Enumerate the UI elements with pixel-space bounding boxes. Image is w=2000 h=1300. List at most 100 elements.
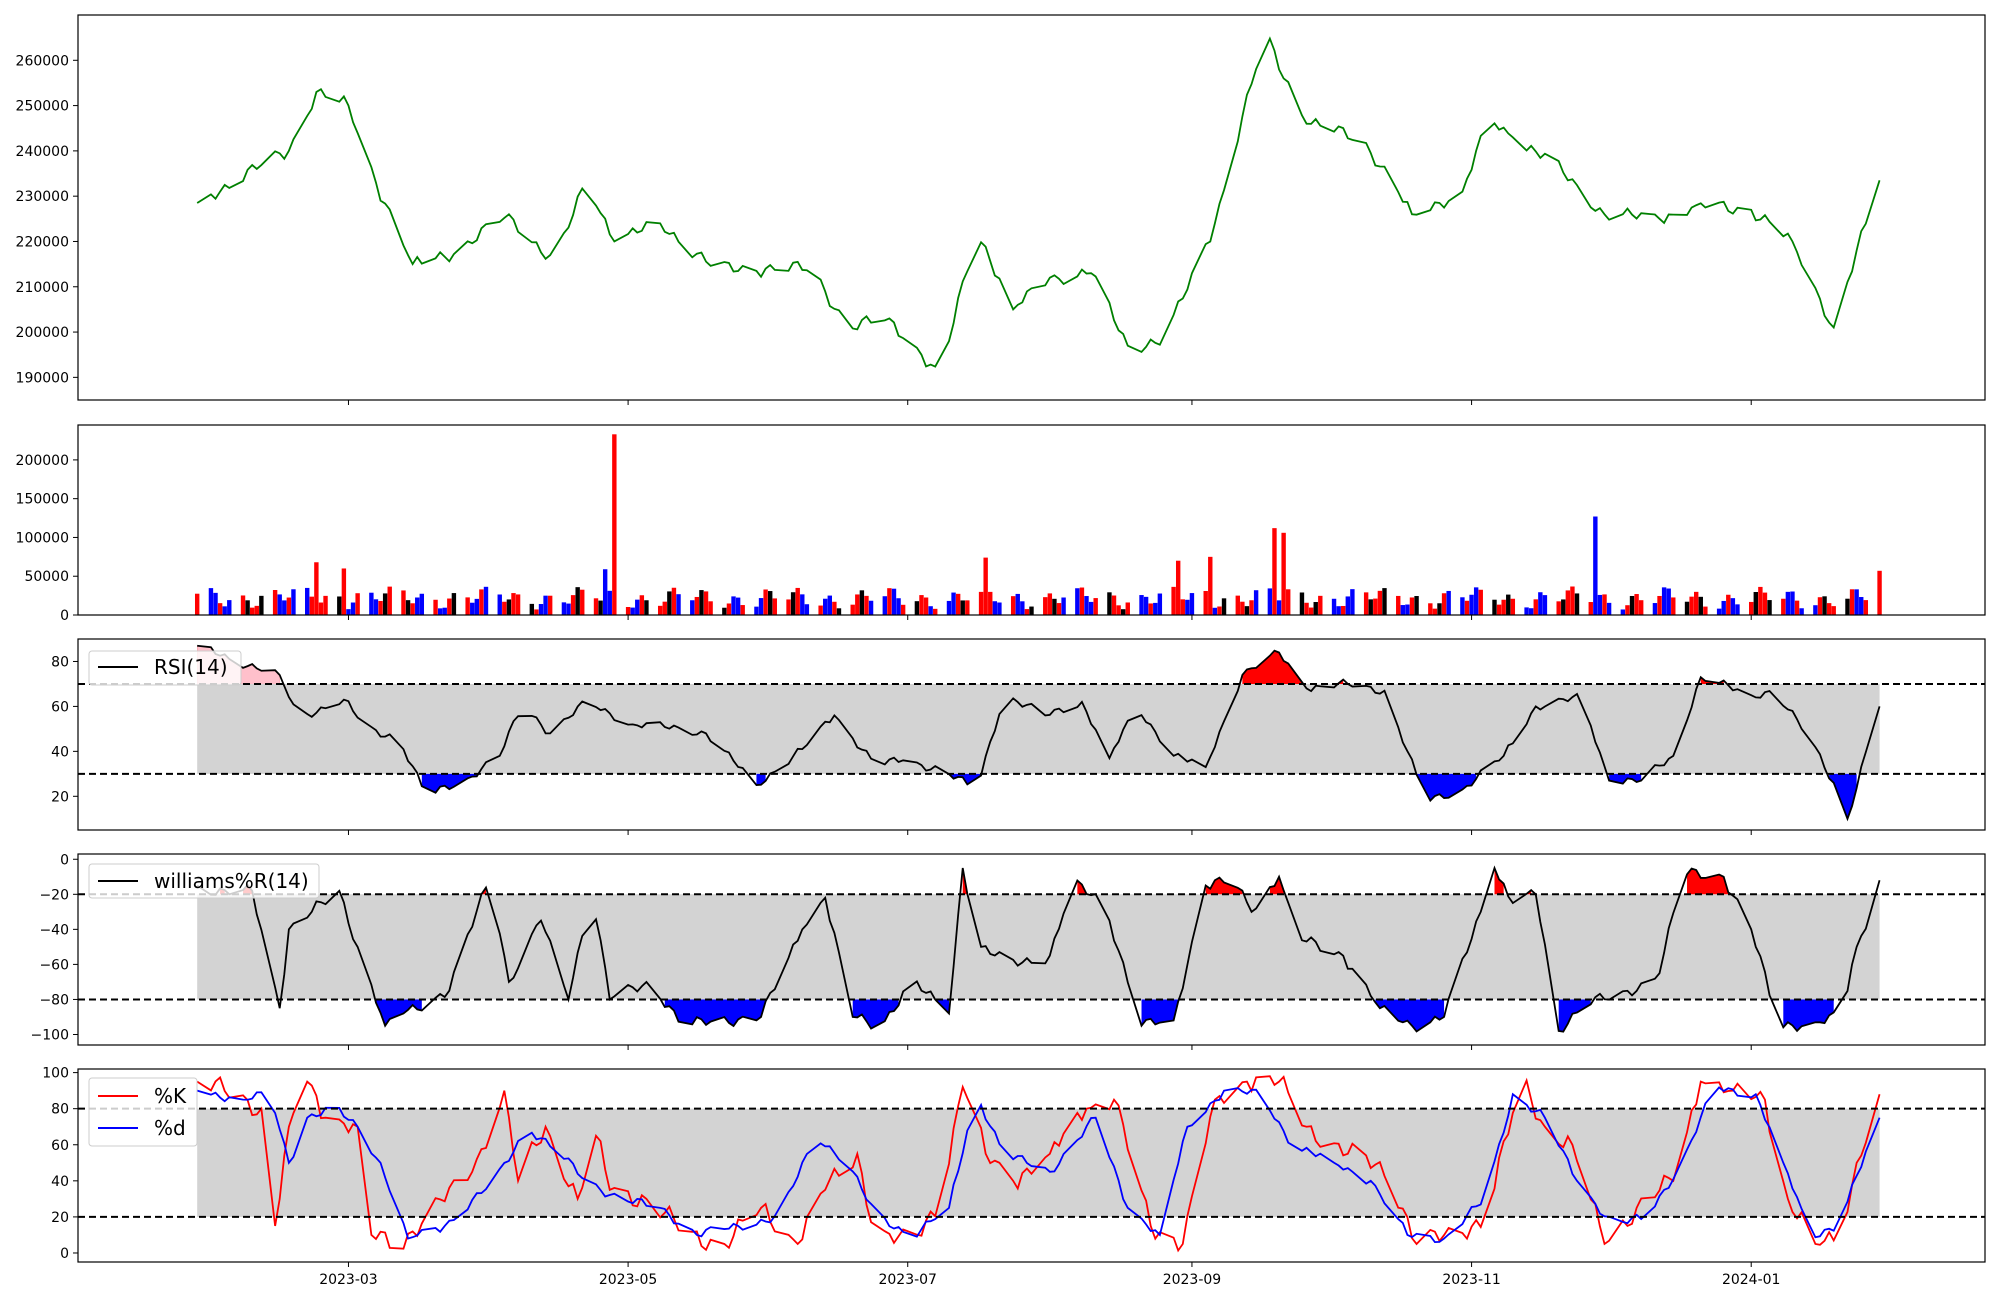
rsi-legend: RSI(14) [88, 650, 242, 686]
volume-bar [1331, 598, 1337, 615]
volume-bar [341, 568, 347, 615]
volume-bar [1313, 602, 1318, 615]
volume-bar [887, 588, 892, 615]
volume-bar [790, 592, 796, 615]
volume-bar [1877, 570, 1882, 615]
volume-bar [254, 605, 259, 615]
volume-bar [1153, 602, 1158, 615]
volume-bar [859, 590, 865, 615]
volume-bar [763, 589, 768, 615]
volume-bar [1689, 596, 1694, 615]
volume-bar [1139, 595, 1144, 615]
volume-bar [1075, 588, 1080, 615]
volume-bar [1437, 603, 1442, 615]
stochastic-xtick-label: 2023-05 [599, 1272, 658, 1288]
rsi-overbought-fill [1700, 677, 1724, 684]
volume-bar [823, 598, 828, 615]
volume-bar [951, 592, 956, 615]
williams-legend-box [88, 863, 320, 899]
volume-bar [1588, 602, 1593, 615]
volume-bar [1762, 592, 1768, 615]
volume-bar [483, 586, 489, 615]
volume-bar [593, 598, 599, 615]
williams-oversold-fill [375, 999, 422, 1026]
volume-bar [419, 593, 425, 615]
volume-bar [928, 606, 933, 615]
volume-bar [1785, 591, 1791, 615]
volume-bar [1286, 589, 1291, 615]
volume-bar [479, 589, 484, 615]
volume-bar [1267, 588, 1273, 615]
volume-bar [983, 557, 988, 615]
volume-bar [1859, 597, 1864, 615]
volume-bar [1735, 604, 1740, 615]
volume-bar [1606, 602, 1612, 615]
volume-bar [1029, 606, 1034, 615]
volume-bar [1501, 599, 1506, 615]
volume-bar [1043, 597, 1048, 615]
volume-bar [933, 608, 938, 615]
volume-bar [607, 590, 612, 615]
volume-bar [1208, 556, 1213, 615]
rsi-ytick-label: 40 [51, 744, 69, 760]
price-panel: 190000 200000 210000 220000 230000 240000 2500… [16, 14, 1986, 405]
volume-bar [1244, 606, 1250, 615]
rsi-band [197, 683, 1880, 774]
rsi-oversold-fill [421, 773, 477, 793]
volume-bar [369, 592, 374, 615]
volume-bar [1240, 601, 1245, 615]
volume-bar [1460, 597, 1465, 615]
volume-bar [378, 600, 383, 615]
stochastic-ytick-label: 0 [60, 1246, 69, 1262]
volume-bar [1024, 609, 1030, 615]
volume-bar [314, 562, 319, 615]
stochastic-legend-d-label: %d [154, 1116, 186, 1140]
volume-bar [277, 594, 282, 615]
volume-ytick-label: 50000 [24, 569, 69, 585]
volume-bar [1845, 598, 1850, 615]
price-ytick-label: 200000 [16, 325, 69, 341]
volume-panel: 0 50000 100000 150000 200000 [16, 424, 1986, 624]
volume-bar [474, 598, 480, 615]
stochastic-xtick-label: 2023-07 [878, 1272, 937, 1288]
stochastic-ytick-label: 60 [51, 1138, 69, 1154]
volume-bar [772, 598, 777, 615]
rsi-ytick-label: 20 [51, 789, 69, 805]
stochastic-band [197, 1108, 1880, 1217]
volume-bar [240, 595, 246, 615]
volume-bar [506, 599, 512, 615]
volume-bar [1753, 592, 1758, 615]
volume-bar [1272, 528, 1277, 615]
volume-bar [433, 599, 438, 615]
volume-bar [1143, 596, 1149, 615]
volume-bar [602, 569, 608, 615]
volume-bar [1088, 601, 1094, 615]
volume-bar [1726, 594, 1731, 615]
volume-bar [978, 591, 984, 615]
volume-bar [671, 587, 677, 615]
volume-bar [415, 597, 420, 615]
volume-bar [222, 606, 227, 615]
volume-bar [373, 599, 379, 615]
volume-bar [1538, 592, 1543, 615]
volume-bar [754, 606, 759, 615]
volume-bar [447, 598, 452, 615]
volume-bar [1597, 594, 1603, 615]
rsi-line [197, 644, 1881, 822]
stochastic-xtick-label: 2024-01 [1722, 1272, 1781, 1288]
volume-bar [561, 602, 567, 615]
rsi-ytick-label: 60 [51, 699, 69, 715]
volume-bar [1716, 608, 1722, 615]
volume-bar [355, 593, 360, 615]
volume-bar [1414, 596, 1419, 615]
volume-bar [1698, 596, 1703, 615]
volume-bar [703, 591, 709, 615]
volume-bar [1652, 603, 1658, 615]
volume-bar [194, 593, 200, 615]
volume-bar [1826, 603, 1832, 615]
volume-bar [786, 599, 791, 615]
volume-bar [1212, 607, 1218, 615]
volume-bar [217, 603, 223, 615]
volume-bar [1629, 595, 1635, 615]
